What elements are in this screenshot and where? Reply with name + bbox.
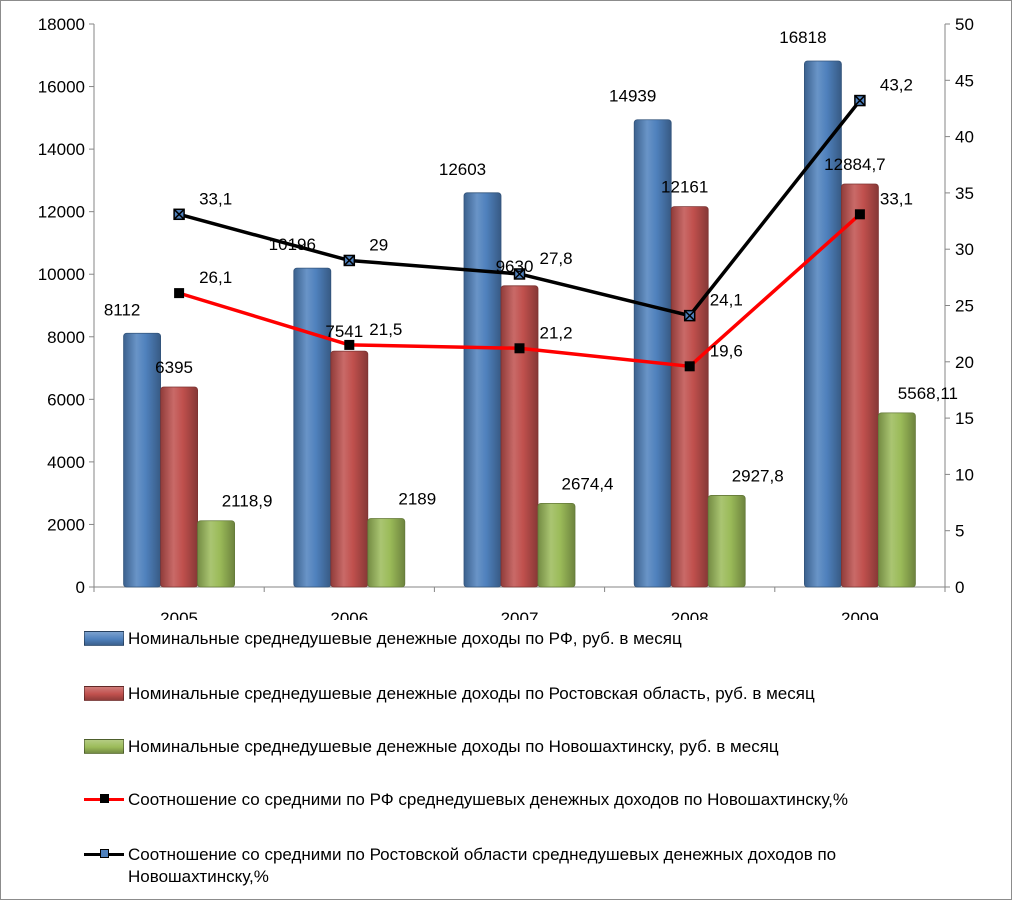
line-marker [684,361,695,372]
y-right-tick-label: 40 [955,128,974,147]
legend-label: Номинальные среднедушевые денежные доход… [128,629,682,648]
line-data-label: 21,2 [540,323,573,342]
bar-data-label: 9630 [496,257,534,276]
line-data-label: 33,1 [880,189,913,208]
bar [537,502,576,588]
y-left-tick-label: 8000 [47,328,85,347]
data-labels: 8112 10196 12603 14939 16818 6395 7541 9630 1216… [104,28,958,511]
bar-data-label: 12161 [661,178,708,197]
bar [500,285,539,588]
legend-key [84,789,124,809]
y-right-tick-label: 10 [955,465,974,484]
y-right-tick-label: 30 [955,240,974,259]
legend-key [84,844,124,864]
series-line [178,99,862,318]
line-data-label: 29 [369,235,388,254]
y-left-tick-label: 2000 [47,515,85,534]
line-marker [854,209,865,220]
bar [293,267,332,588]
legend-label: Номинальные среднедушевые денежные доход… [128,684,815,703]
legend-label: Соотношение со средними по Ростовской об… [128,845,837,886]
line-data-label: 27,8 [540,249,573,268]
line-marker-cross [684,310,696,322]
y-right-tick-label: 20 [955,353,974,372]
bar [160,386,199,588]
y-left-tick-label: 16000 [38,78,85,97]
bar-data-label: 2189 [398,490,436,509]
x-tick-label: 2008 [671,609,709,620]
line-marker-cross [513,268,526,280]
x-tick-label: 2006 [330,609,368,620]
legend-item: Номинальные среднедушевые денежные доход… [84,736,948,758]
bar-data-label: 12884,7 [824,155,885,174]
bar-data-label: 10196 [269,235,316,254]
bar-data-label: 12603 [439,160,486,179]
bar-data-label: 2118,9 [222,492,273,511]
y-right-tick-label: 0 [955,578,964,597]
line-marker-cross [854,95,866,107]
line-data-label: 43,2 [880,76,913,95]
line-marker-cross [343,254,355,266]
line-marker [344,339,355,350]
x-tick-label: 2007 [501,609,539,620]
line-marker [174,288,185,299]
lines [173,94,866,372]
bar [367,518,406,588]
y-left-tick-label: 6000 [47,390,85,409]
y-left-tick-label: 12000 [38,203,85,222]
legend-label: Соотношение со средними по РФ среднедуше… [128,790,848,809]
line-marker [514,343,525,354]
y-left-tick-label: 4000 [47,453,85,472]
line-data-label: 21,5 [369,320,402,339]
legend-item: Соотношение со средними по РФ среднедуше… [84,789,948,811]
line-data-label: 24,1 [710,291,743,310]
bar [670,206,709,588]
y-right-tick-label: 50 [955,15,974,34]
line-data-label: 33,1 [199,189,232,208]
bar-data-label: 16818 [779,28,826,47]
bar [330,350,369,588]
y-left-tick-label: 18000 [38,15,85,34]
bar [707,495,746,588]
axes: 0 2000 4000 6000 8000 10000 12000 14000 16000 180… [38,15,974,620]
legend-key [84,683,124,703]
bar [878,412,916,588]
chart: 0 2000 4000 6000 8000 10000 12000 14000 16000 180… [38,15,974,620]
y-left-tick-label: 0 [76,578,85,597]
y-right-tick-label: 5 [955,522,964,541]
y-right-tick-label: 15 [955,409,974,428]
y-left-tick-label: 14000 [38,140,85,159]
legend-key [84,628,124,648]
bar [841,183,879,588]
legend-label: Номинальные среднедушевые денежные доход… [128,737,779,756]
y-right-tick-label: 25 [955,297,974,316]
legend-item: Соотношение со средними по Ростовской об… [84,844,948,888]
y-left-tick-label: 10000 [38,265,85,284]
line-data-label: 26,1 [199,268,232,287]
bar-data-label: 8112 [104,300,141,319]
bar-data-label: 2927,8 [732,466,784,485]
bar-data-label: 5568,11 [898,384,958,403]
x-tick-label: 2005 [160,609,198,620]
bar-data-label: 7541 [325,322,363,341]
bar-data-label: 2674,4 [562,474,614,493]
legend-key [84,736,124,756]
legend-item: Номинальные среднедушевые денежные доход… [84,628,948,650]
y-right-tick-label: 45 [955,71,974,90]
line-marker-cross [173,208,185,220]
bar-data-label: 6395 [155,358,193,377]
bar [804,60,842,588]
bar [463,192,502,588]
legend-item: Номинальные среднедушевые денежные доход… [84,683,948,705]
line-data-label: 19,6 [710,341,743,360]
x-tick-label: 2009 [841,609,879,620]
y-right-tick-label: 35 [955,184,974,203]
bar-data-label: 14939 [609,87,656,106]
bar [197,520,236,588]
